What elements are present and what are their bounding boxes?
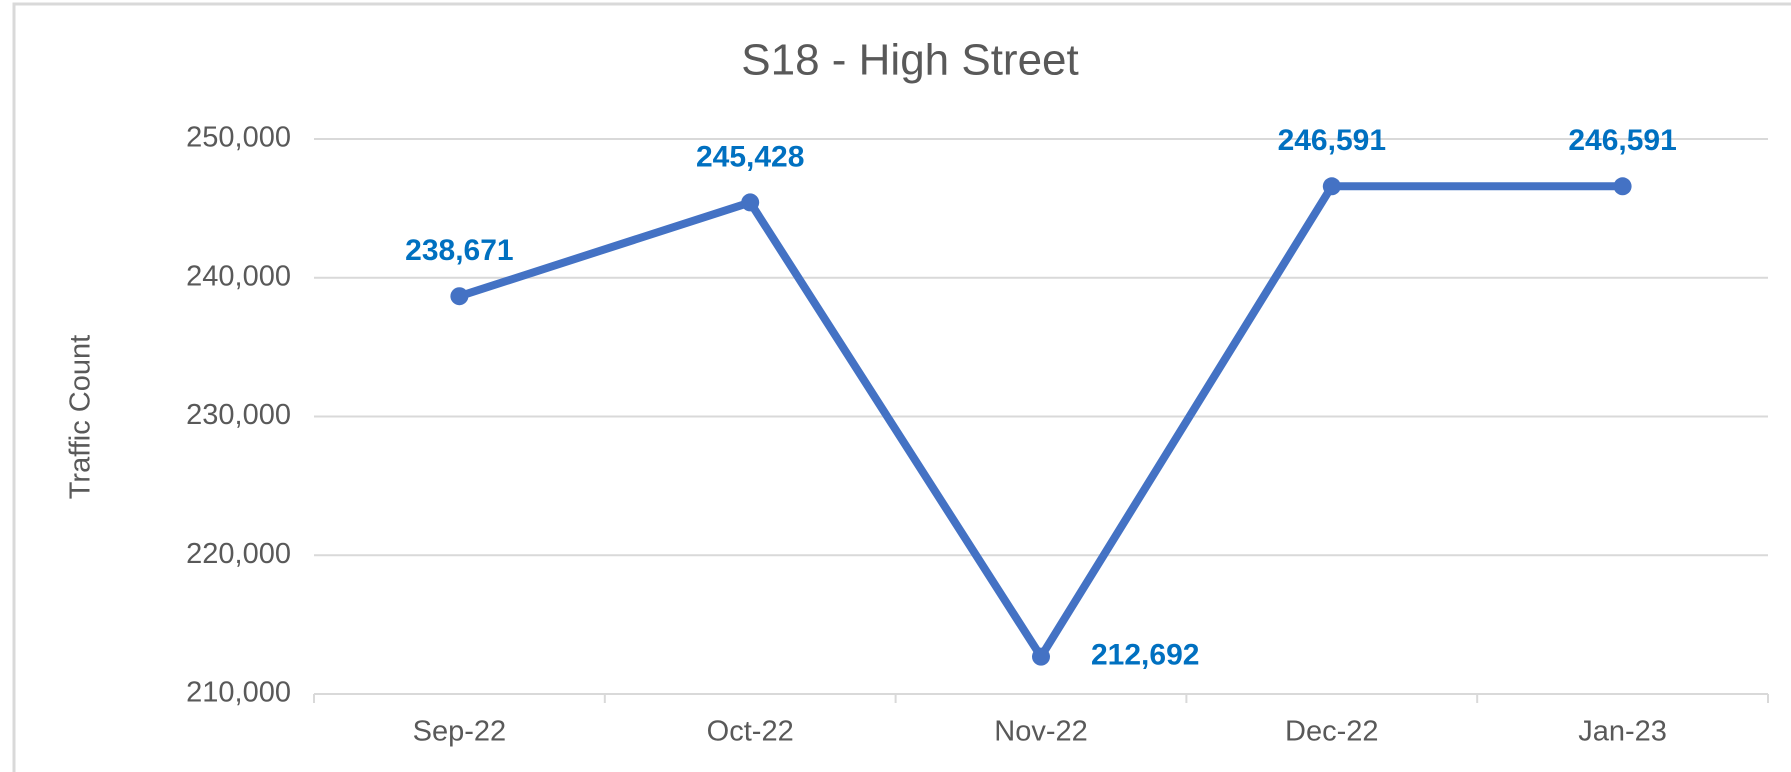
data-point xyxy=(1032,647,1050,666)
data-point xyxy=(450,287,469,306)
x-tick-label: Sep-22 xyxy=(413,716,507,748)
chart-border xyxy=(12,2,1791,772)
y-tick-label: 230,000 xyxy=(186,399,291,431)
data-point xyxy=(1322,177,1341,196)
y-tick-label: 210,000 xyxy=(186,677,291,709)
data-label: 245,428 xyxy=(696,140,804,173)
x-tick-label: Jan-23 xyxy=(1578,716,1667,748)
y-tick-label: 250,000 xyxy=(186,122,291,154)
data-point xyxy=(741,193,760,212)
y-axis-title: Traffic Count xyxy=(65,335,97,499)
data-label: 246,591 xyxy=(1568,124,1676,157)
line-series xyxy=(458,182,1623,661)
x-tick-label: Dec-22 xyxy=(1285,716,1379,748)
x-tick-label: Oct-22 xyxy=(707,716,794,748)
data-point xyxy=(1613,177,1632,196)
chart-title: S18 - High Street xyxy=(741,36,1079,85)
data-label: 238,671 xyxy=(405,234,513,267)
x-tick-label: Nov-22 xyxy=(994,716,1088,748)
y-tick-label: 220,000 xyxy=(186,538,291,570)
y-tick-label: 240,000 xyxy=(186,260,291,292)
data-label: 246,591 xyxy=(1278,124,1386,157)
data-label: 212,692 xyxy=(1091,639,1199,672)
